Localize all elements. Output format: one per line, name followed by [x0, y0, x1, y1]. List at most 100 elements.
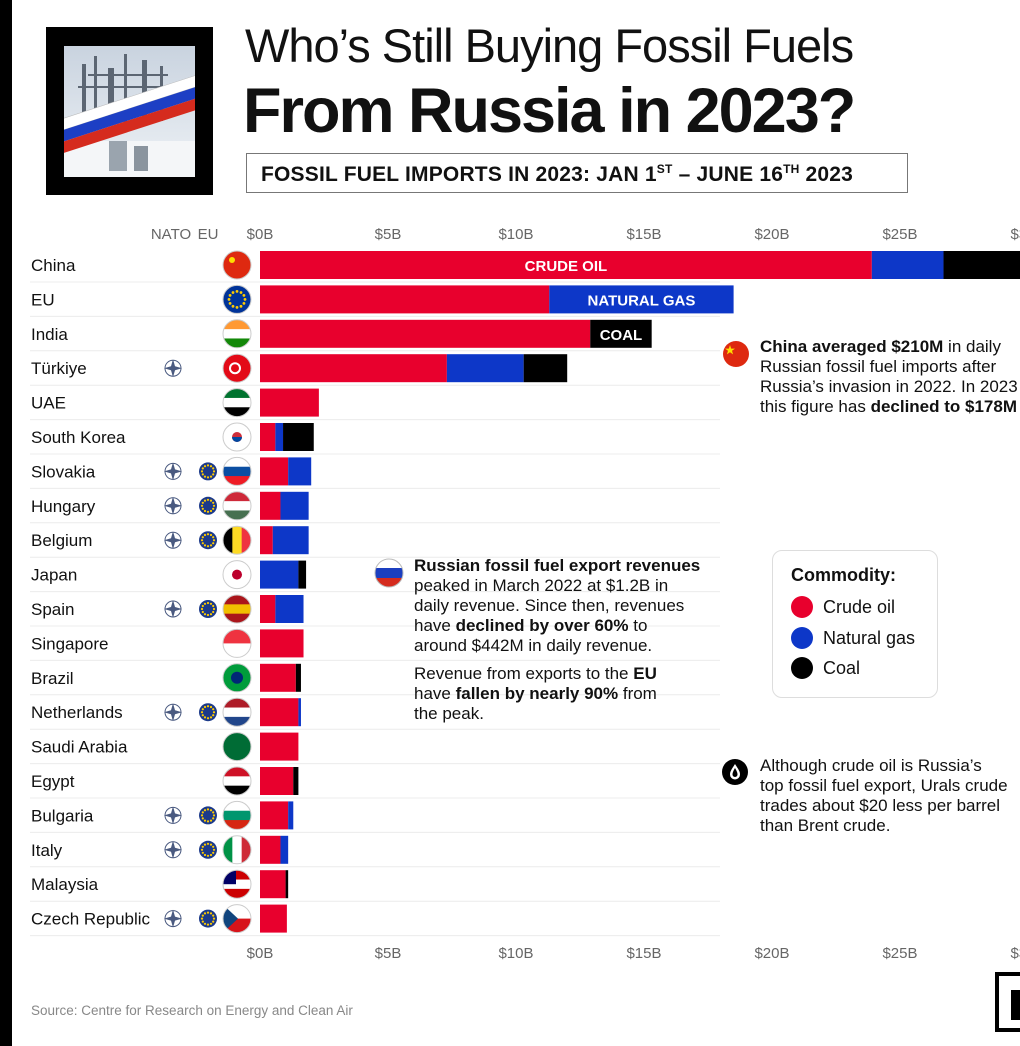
category-label-slovakia: Slovakia [31, 462, 96, 481]
nato-icon [164, 496, 182, 515]
x-tick-label-top-3: $15B [626, 226, 661, 243]
flag-icon-slovakia [223, 457, 251, 486]
russia-revenue-note: Russian fossil fuel export revenues peak… [414, 556, 701, 723]
nato-icon [164, 531, 182, 550]
eu-icon [199, 531, 217, 550]
category-label-italy: Italy [31, 841, 63, 860]
russia-flag-icon [374, 558, 404, 588]
category-label-bulgaria: Bulgaria [31, 806, 94, 825]
nato-icon [164, 840, 182, 859]
nato-icon [164, 703, 182, 722]
bar-label-coal: COAL [600, 327, 643, 344]
category-label-eu: EU [31, 290, 55, 309]
bar-uae-crude-oil [260, 388, 319, 417]
flag-icon-china [223, 251, 251, 279]
x-tick-label-bottom-0: $0B [247, 945, 274, 962]
x-tick-label-bottom-6: $30B [1010, 945, 1020, 962]
category-label-malaysia: Malaysia [31, 875, 99, 894]
bar-south-korea-coal [283, 423, 314, 451]
bar-hungary-natural-gas [280, 491, 309, 520]
left-edge-strip [0, 0, 12, 1046]
subtitle-box: FOSSIL FUEL IMPORTS IN 2023: JAN 1ST – J… [246, 153, 908, 193]
bar-india-crude-oil [260, 319, 591, 348]
bar-belgium-crude-oil [260, 526, 273, 555]
category-label-india: India [31, 325, 68, 344]
category-label-uae: UAE [31, 394, 66, 413]
bar-japan-natural-gas [260, 560, 299, 589]
nato-icon [164, 600, 182, 618]
flag-icon-japan [223, 560, 251, 589]
category-label-south-korea: South Korea [31, 428, 126, 447]
eu-column-header: EU [198, 226, 219, 243]
flag-icon-uae [223, 388, 251, 417]
category-label-saudi-arabia: Saudi Arabia [31, 738, 128, 757]
legend-item-crude-oil: Crude oil [791, 596, 895, 618]
bar-china-coal [943, 251, 1020, 279]
nato-column-header: NATO [151, 226, 191, 243]
bar-china-natural-gas [871, 251, 944, 279]
eu-icon [199, 496, 217, 515]
bar-eu-natural-gas [549, 285, 734, 314]
bar-spain-crude-oil [260, 595, 276, 623]
x-tick-label-top-5: $25B [882, 226, 917, 243]
x-tick-label-bottom-3: $15B [626, 945, 661, 962]
x-tick-label-bottom-1: $5B [375, 945, 402, 962]
x-tick-label-bottom-5: $25B [882, 945, 917, 962]
bar-egypt-crude-oil [260, 767, 294, 795]
bar-bulgaria-crude-oil [260, 801, 289, 830]
category-label-czech-republic: Czech Republic [31, 910, 151, 929]
bar-malaysia-crude-oil [260, 870, 286, 899]
bar-label-natural-gas: NATURAL GAS [588, 292, 696, 309]
flag-icon-india [223, 319, 251, 348]
nato-icon [164, 462, 182, 481]
legend-item-coal: Coal [791, 657, 860, 679]
china-note: China averaged $210M in daily Russian fo… [760, 337, 1018, 416]
eu-icon [199, 703, 217, 722]
x-tick-label-bottom-2: $10B [498, 945, 533, 962]
legend: Commodity: Crude oil Natural gas Coal [772, 550, 938, 698]
category-label-china: China [31, 256, 76, 275]
x-tick-label-top-1: $5B [375, 226, 402, 243]
category-label-hungary: Hungary [31, 497, 96, 516]
flag-icon-egypt [223, 767, 251, 795]
flag-icon-belgium [223, 526, 251, 555]
bar-brazil-coal [295, 663, 301, 692]
flag-icon-south-korea [223, 423, 251, 451]
flag-icon-hungary [223, 491, 251, 520]
flag-icon-italy [223, 835, 251, 864]
category-label-brazil: Brazil [31, 669, 74, 688]
bar-malaysia-coal [285, 870, 289, 899]
category-label-japan: Japan [31, 566, 77, 585]
flag-icon-saudi-arabia [223, 732, 251, 761]
x-tick-label-top-6: $30B [1010, 226, 1020, 243]
bar-saudi-arabia-crude-oil [260, 732, 299, 761]
flag-icon-spain [223, 595, 251, 623]
source-note: Source: Centre for Research on Energy an… [31, 1003, 353, 1018]
eu-icon [199, 909, 217, 928]
x-tick-label-bottom-4: $20B [754, 945, 789, 962]
category-label-singapore: Singapore [31, 634, 109, 653]
flag-icon-eu [223, 285, 251, 314]
bar-t-rkiye-natural-gas [446, 354, 524, 383]
title-line-2: From Russia in 2023? [243, 76, 856, 146]
header-photo [46, 27, 213, 195]
bar-t-rkiye-crude-oil [260, 354, 447, 383]
bar-egypt-coal [293, 767, 299, 795]
nato-icon [164, 359, 182, 378]
legend-item-natural-gas: Natural gas [791, 627, 915, 649]
subtitle: FOSSIL FUEL IMPORTS IN 2023: JAN 1ST – J… [261, 162, 854, 186]
china-flag-icon [723, 341, 749, 367]
bar-hungary-crude-oil [260, 491, 281, 520]
bar-spain-natural-gas [275, 595, 304, 623]
bar-italy-crude-oil [260, 835, 281, 864]
bar-south-korea-crude-oil [260, 423, 276, 451]
eu-icon [199, 462, 217, 481]
oil-note: Although crude oil is Russia’s top fossi… [760, 756, 1008, 835]
title-line-1: Who’s Still Buying Fossil Fuels [245, 19, 854, 72]
category-label-netherlands: Netherlands [31, 703, 123, 722]
bar-belgium-natural-gas [272, 526, 309, 555]
bar-india-coal [590, 319, 652, 348]
flag-icon-t-rkiye [223, 354, 251, 383]
bar-slovakia-crude-oil [260, 457, 289, 486]
